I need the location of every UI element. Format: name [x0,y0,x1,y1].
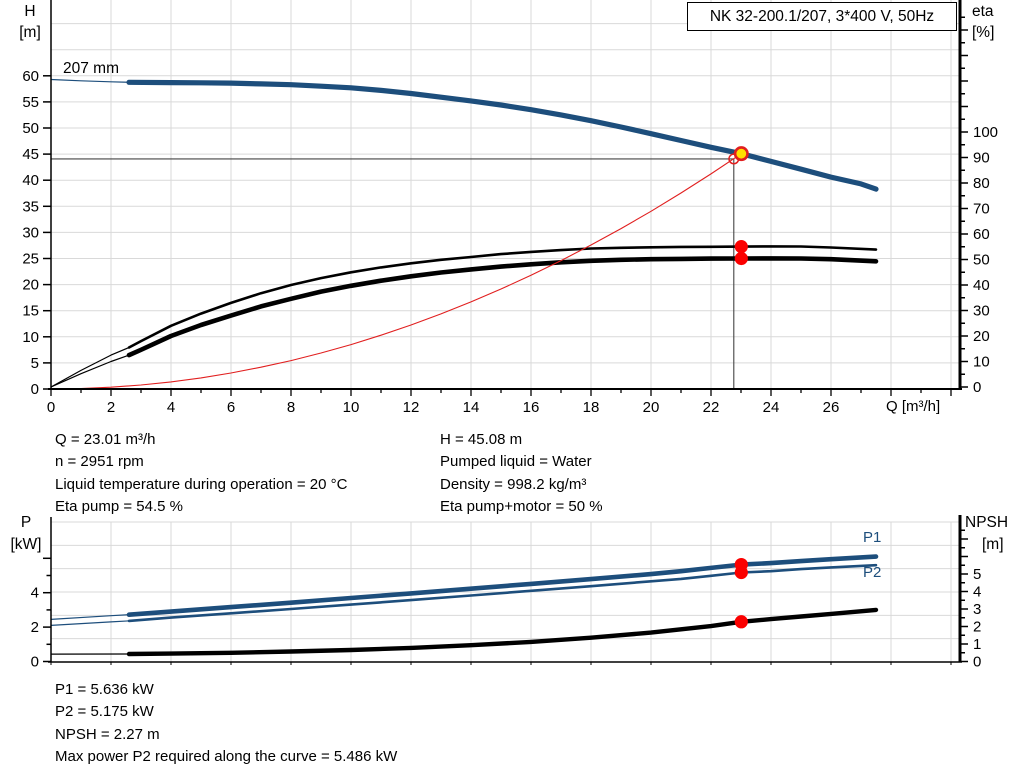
info-p2: P2 = 5.175 kW [55,703,154,721]
eta-tick-label: 70 [973,201,990,218]
p2-curve-lead [50,620,130,626]
eta-tick-label: 50 [973,252,990,269]
q-tick-label: 0 [47,399,55,416]
info-p1: P1 = 5.636 kW [55,681,154,698]
q-tick-label: 16 [523,399,540,416]
eta-tick-label: 10 [973,354,990,371]
h-tick-label: 35 [22,198,39,215]
p1-curve [126,554,879,617]
npsh-tick-label: 2 [973,619,981,636]
q-tick-label: 26 [823,399,840,416]
npsh-tick-label: 0 [973,654,981,671]
npsh-tick-label: 5 [973,566,981,583]
eta-tick-label: 60 [973,226,990,243]
eta-tick-label: 90 [973,150,990,167]
pump-title-box: NK 32-200.1/207, 3*400 V, 50Hz [687,2,957,31]
npsh-tick-label: 1 [973,636,981,653]
eta-tick-label: 0 [973,379,981,396]
info-pumped-liquid: Pumped liquid = Water [440,453,592,471]
info-max-power: Max power P2 required along the curve = … [55,748,398,766]
npsh-curve [126,607,879,657]
h-tick-label: 20 [22,277,39,294]
p2-curve-label: P2 [863,564,882,581]
h-tick-label: 30 [22,224,39,241]
p-tick-label: 2 [31,619,39,636]
h-axis-name: H [24,3,36,20]
h-axis-unit: [m] [19,24,41,41]
eta-pump-motor-curve-lead [50,354,130,388]
eta-tick-label: 100 [973,124,998,141]
info-eta-pump: Eta pump = 54.5 % [55,498,183,516]
q-tick-label: 20 [643,399,660,416]
npsh-axis-unit: [m] [982,536,1004,553]
q-tick-label: 14 [463,399,480,416]
p2-curve [127,563,878,623]
h-curve-lead [50,78,130,83]
duty-info-left: Q = 23.01 m³/h n = 2951 rpm Liquid tempe… [55,429,347,519]
q-tick-label: 4 [167,399,175,416]
info-h: H = 45.08 m [440,431,523,448]
npsh-axis-name: NPSH [965,514,1009,531]
npsh-tick-label: 3 [973,601,981,618]
eta-pump-curve-lead [50,346,130,388]
info-eta-pump-motor: Eta pump+motor = 50 % [440,498,603,516]
duty-info-right: H = 45.08 m Pumped liquid = Water Densit… [440,429,603,519]
result-info: P1 = 5.636 kW P2 = 5.175 kW NPSH = 2.27 … [55,679,397,769]
p-tick-label: 0 [31,654,39,671]
eta-axis-name: eta [972,3,994,20]
q-tick-label: 2 [107,399,115,416]
q-tick-label: 6 [227,399,235,416]
h-tick-label: 15 [22,303,39,320]
q-tick-label: 24 [763,399,780,416]
h-tick-label: 60 [22,68,39,85]
info-npsh: NPSH = 2.27 m [55,725,160,743]
h-tick-label: 25 [22,251,39,268]
eta-pump-point [734,240,748,254]
p1-curve-label: P1 [863,529,882,546]
eta-tick-label: 20 [973,328,990,345]
eta-pump-curve [127,245,878,349]
q-tick-label: 22 [703,399,720,416]
q-tick-label: 12 [403,399,420,416]
h-tick-label: 55 [22,94,39,111]
q-tick-label: 8 [287,399,295,416]
q-axis-label: Q [m³/h] [886,398,941,415]
h-curve [126,79,879,192]
h-tick-label: 45 [22,146,39,163]
eta-tick-label: 80 [973,175,990,192]
q-tick-label: 18 [583,399,600,416]
info-n: n = 2951 rpm [55,453,144,471]
p1-curve-lead [50,614,130,620]
h-tick-label: 40 [22,172,39,189]
p-tick-label: 4 [31,585,39,602]
affinity-parabola [50,153,742,390]
h-tick-label: 10 [22,329,39,346]
p-axis-name: P [20,514,32,531]
p2-point [734,565,748,580]
eta-tick-label: 30 [973,303,990,320]
h-tick-label: 50 [22,120,39,137]
eta-tick-label: 40 [973,277,990,294]
npsh-tick-label: 4 [973,584,981,601]
h-tick-label: 5 [31,355,39,372]
info-q: Q = 23.01 m³/h [55,431,156,448]
eta-pump-motor-point [734,251,748,266]
info-liquid-temp: Liquid temperature during operation = 20… [55,475,348,493]
p-axis-unit: [kW] [10,536,42,553]
impeller-diameter-label: 207 mm [63,60,119,77]
eta-pump-motor-curve [126,256,879,358]
eta-axis-unit: [%] [972,24,995,41]
q-tick-label: 10 [343,399,360,416]
info-density: Density = 998.2 kg/m³ [440,475,587,493]
npsh-point [734,615,748,629]
duty-point [733,146,749,162]
h-tick-label: 0 [31,381,39,398]
